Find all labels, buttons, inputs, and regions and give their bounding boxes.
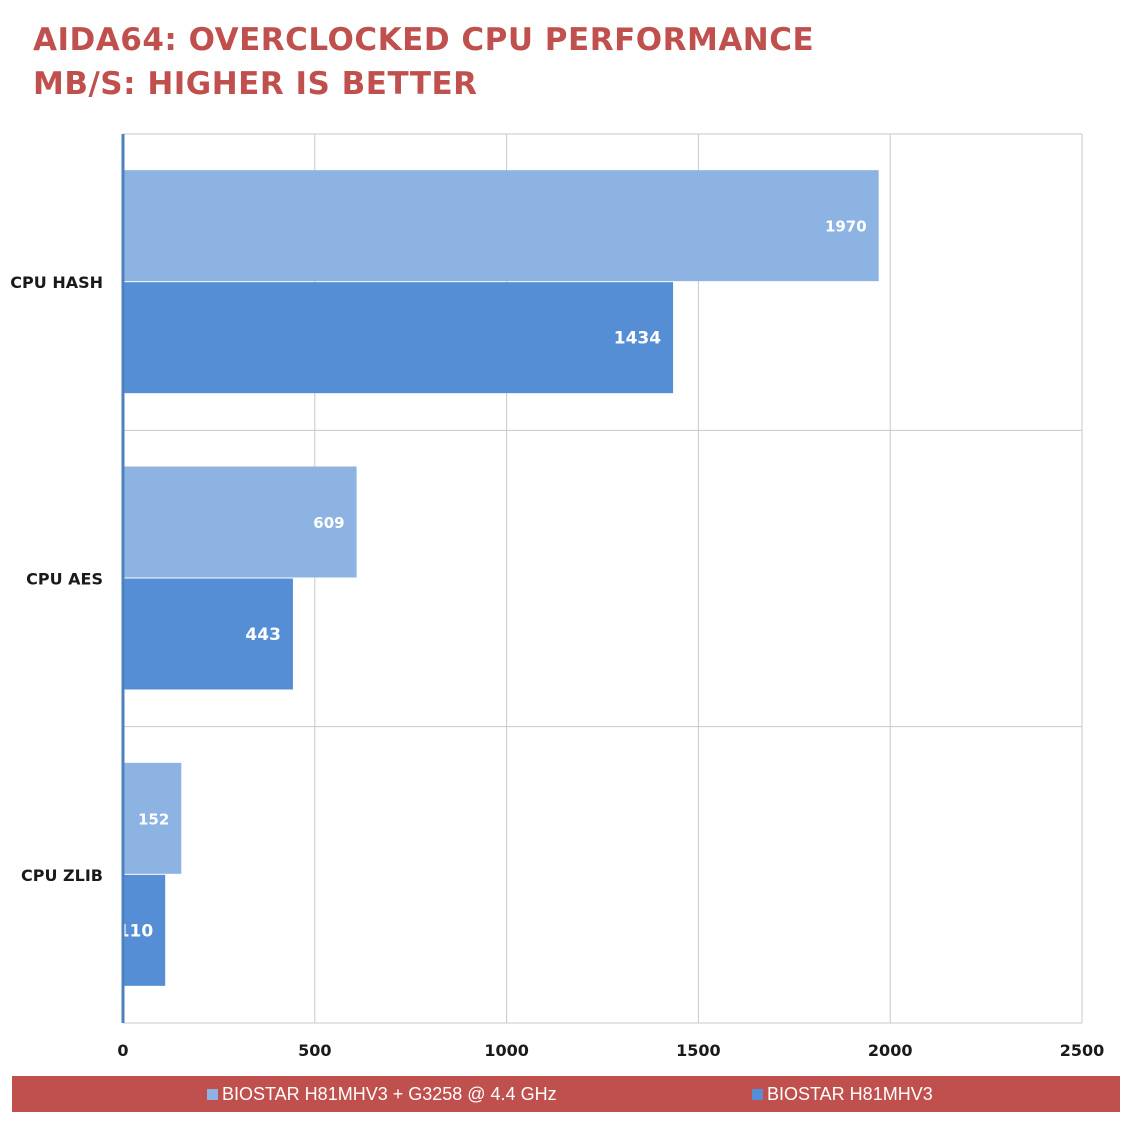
bar-1-2 — [123, 874, 166, 986]
bar-0-0 — [123, 170, 879, 282]
category-label: CPU HASH — [10, 273, 103, 292]
data-label: 110 — [118, 921, 154, 941]
category-label: CPU ZLIB — [21, 866, 103, 885]
data-label: 443 — [245, 625, 281, 645]
bar-0-2 — [123, 762, 182, 874]
bar-0-1 — [123, 466, 357, 578]
x-tick-label: 2000 — [868, 1041, 913, 1060]
bar-1-1 — [123, 578, 293, 690]
x-tick-label: 2500 — [1060, 1041, 1105, 1060]
bar-1-0 — [123, 282, 674, 394]
legend-item-stock: BIOSTAR H81MHV3 — [752, 1076, 933, 1112]
chart-title-line: AIDA64: OVERCLOCKED CPU PERFORMANCE — [33, 22, 815, 58]
legend-swatch-overclocked — [207, 1089, 218, 1100]
x-tick-label: 1000 — [484, 1041, 529, 1060]
data-label: 152 — [138, 810, 169, 828]
legend-item-overclocked: BIOSTAR H81MHV3 + G3258 @ 4.4 GHz — [207, 1076, 557, 1112]
legend-label-overclocked: BIOSTAR H81MHV3 + G3258 @ 4.4 GHz — [222, 1084, 557, 1104]
legend-label-stock: BIOSTAR H81MHV3 — [767, 1084, 933, 1104]
chart-subtitle-line: MB/S: HIGHER IS BETTER — [33, 66, 478, 102]
x-tick-label: 500 — [298, 1041, 331, 1060]
data-label: 609 — [313, 514, 344, 532]
x-tick-label: 0 — [117, 1041, 128, 1060]
legend: BIOSTAR H81MHV3 + G3258 @ 4.4 GHz BIOSTA… — [12, 1076, 1120, 1112]
legend-swatch-stock — [752, 1089, 763, 1100]
category-label: CPU AES — [26, 570, 103, 589]
bar-chart: 1970 1434 CPU HASH 609 443 CPU AES 152 110 CPU Z… — [10, 133, 1105, 1060]
x-tick-label: 1500 — [676, 1041, 721, 1060]
chart-title: AIDA64: OVERCLOCKED CPU PERFORMANCE MB/S… — [33, 18, 814, 106]
data-label: 1970 — [825, 218, 867, 236]
data-label: 1434 — [614, 329, 661, 349]
